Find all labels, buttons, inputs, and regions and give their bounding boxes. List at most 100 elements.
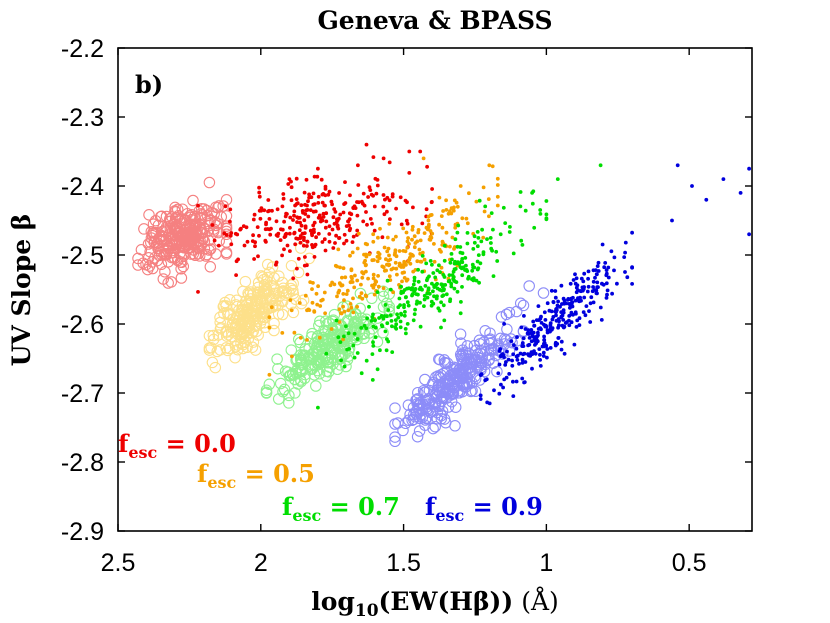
data-point (427, 291, 432, 296)
data-point (459, 259, 464, 264)
data-point (291, 276, 296, 281)
series-6 (267, 156, 500, 377)
data-point (394, 254, 399, 259)
data-point (448, 299, 452, 304)
data-point (203, 342, 216, 354)
data-point (372, 228, 377, 233)
data-point (294, 202, 299, 206)
data-point (364, 358, 369, 363)
data-point (522, 380, 526, 385)
data-point (604, 268, 609, 272)
data-point (334, 335, 347, 347)
data-point (355, 278, 360, 283)
data-point (559, 283, 564, 288)
data-point (411, 318, 416, 323)
data-point (501, 385, 505, 390)
data-point (278, 383, 291, 396)
data-point (274, 377, 287, 390)
data-point (438, 354, 451, 366)
data-point (428, 238, 433, 242)
data-point (477, 198, 482, 203)
data-point (151, 237, 164, 249)
data-point (595, 285, 600, 289)
data-point (442, 318, 447, 323)
data-point (544, 199, 549, 203)
data-point (405, 300, 410, 305)
data-point (372, 292, 377, 297)
data-point (510, 363, 515, 368)
data-point (262, 208, 267, 213)
data-point (167, 239, 179, 252)
data-point (507, 372, 512, 376)
data-point (511, 394, 516, 398)
data-point (393, 260, 398, 265)
data-point (305, 338, 309, 342)
series-4 (389, 280, 550, 448)
data-point (397, 261, 402, 266)
data-point (385, 249, 390, 254)
data-point (276, 231, 281, 236)
data-point (361, 191, 366, 196)
data-point (418, 251, 423, 256)
data-point (337, 191, 341, 195)
data-point (314, 291, 319, 296)
data-point (224, 233, 229, 237)
data-point (344, 324, 348, 329)
data-point (359, 371, 364, 376)
data-point (332, 207, 337, 212)
data-point (623, 250, 627, 255)
data-point (422, 293, 427, 298)
data-point (362, 323, 367, 328)
data-point (481, 185, 486, 190)
data-point (399, 284, 403, 289)
data-point (260, 387, 273, 399)
data-point (368, 188, 373, 193)
data-point (595, 264, 600, 268)
data-point (373, 318, 377, 323)
data-point (562, 298, 567, 303)
data-point (287, 287, 300, 300)
data-point (428, 259, 433, 263)
data-point (434, 353, 446, 366)
data-point (410, 286, 415, 290)
data-point (538, 212, 543, 216)
data-point (355, 351, 360, 355)
data-point (464, 216, 469, 221)
data-point (587, 309, 591, 313)
data-point (343, 201, 348, 205)
data-point (435, 281, 439, 286)
data-point (439, 325, 443, 330)
data-point (595, 280, 600, 285)
data-point (218, 307, 230, 320)
data-point (295, 356, 308, 369)
data-point (460, 285, 464, 289)
data-point (487, 163, 492, 168)
data-point (475, 344, 487, 357)
data-point (498, 333, 511, 345)
data-point (523, 327, 528, 331)
data-point (269, 305, 274, 310)
data-point (422, 304, 426, 308)
data-point (316, 231, 321, 236)
data-point (400, 279, 404, 284)
data-point (350, 250, 355, 255)
data-point (539, 327, 543, 332)
data-point (747, 232, 751, 237)
data-point (223, 204, 228, 209)
data-point (389, 431, 401, 443)
data-point (351, 234, 356, 239)
data-point (520, 376, 525, 381)
data-point (299, 343, 311, 355)
data-point (406, 414, 418, 427)
data-point (151, 254, 164, 267)
data-point (548, 346, 553, 350)
data-point (365, 316, 369, 321)
data-point (470, 262, 475, 267)
data-point (311, 346, 323, 358)
data-point (417, 287, 422, 291)
data-point (450, 257, 454, 262)
data-point (458, 250, 463, 255)
data-point (321, 318, 333, 330)
data-point (315, 302, 320, 307)
data-point (554, 307, 558, 311)
